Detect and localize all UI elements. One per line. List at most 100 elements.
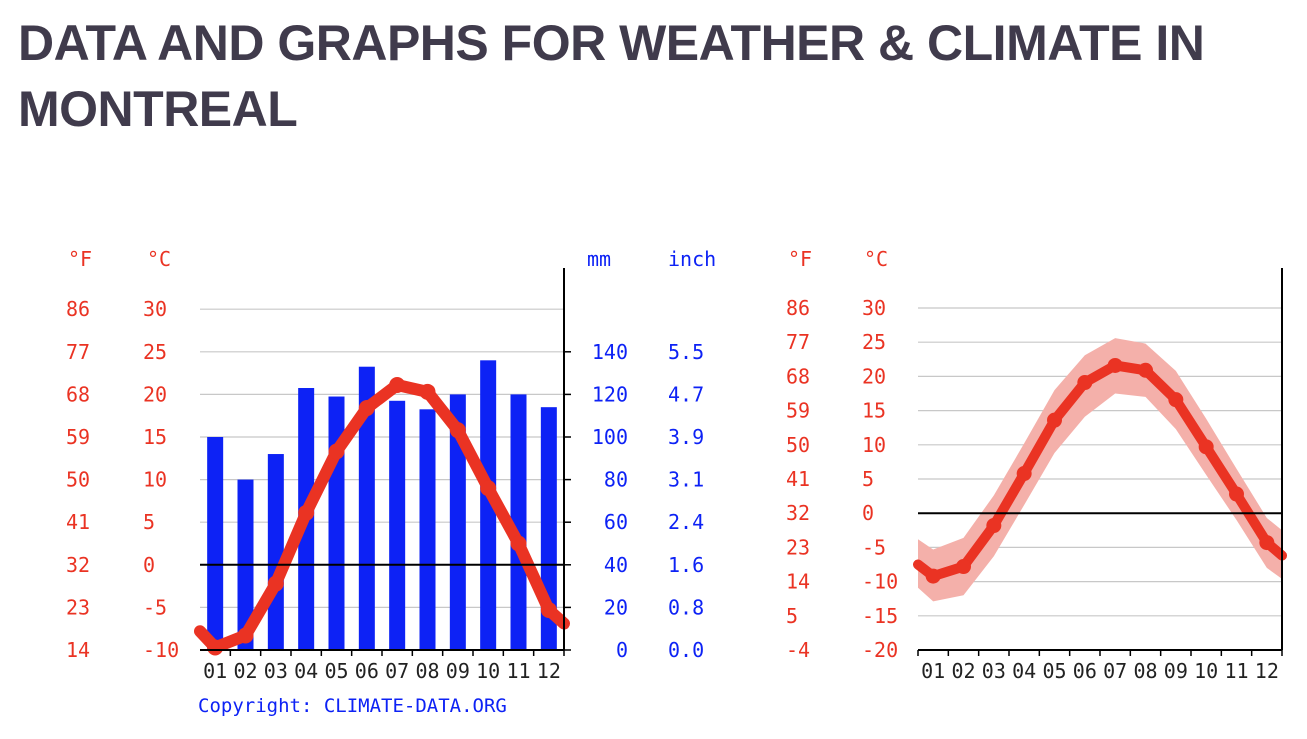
temperature-point: [267, 575, 284, 592]
y-tick-label-inch: 3.1: [668, 468, 704, 492]
temperature-point: [298, 504, 315, 521]
unit-label-celsius: °C: [147, 247, 171, 271]
y-tick-label-c: 20: [862, 364, 886, 388]
x-tick-label: 01: [203, 659, 227, 683]
y-tick-label-c: 5: [143, 510, 155, 534]
y-tick-label-mm: 0: [616, 638, 628, 662]
x-tick-label: 12: [1255, 659, 1279, 683]
y-tick-label-c: 25: [862, 330, 886, 354]
y-tick-label-f: 68: [66, 382, 90, 406]
y-tick-label-c: 30: [862, 296, 886, 320]
temperature-point: [540, 601, 557, 618]
y-tick-label-c: 10: [862, 433, 886, 457]
y-tick-label-f: 32: [786, 501, 810, 525]
y-tick-label-c: 25: [143, 340, 167, 364]
precipitation-bar: [419, 409, 436, 650]
y-tick-label-inch: 0.8: [668, 595, 704, 619]
y-tick-label-inch: 1.6: [668, 553, 704, 577]
precipitation-bar: [267, 454, 284, 650]
y-tick-label-f: 23: [66, 595, 90, 619]
y-tick-label-c: 30: [143, 297, 167, 321]
x-tick-label: 03: [982, 659, 1006, 683]
unit-label-celsius: °C: [864, 247, 888, 271]
unit-label-fahrenheit: °F: [68, 247, 92, 271]
unit-label-inch: inch: [668, 247, 716, 271]
temperature-point: [480, 480, 497, 497]
y-tick-label-f: 50: [66, 468, 90, 492]
temperature-point: [925, 568, 941, 584]
precipitation-bar: [207, 437, 224, 650]
temperature-point: [986, 518, 1002, 534]
y-tick-label-inch: 2.4: [668, 510, 704, 534]
y-tick-label-inch: 0.0: [668, 638, 704, 662]
y-tick-label-f: -4: [786, 638, 810, 662]
y-tick-label-c: 20: [143, 382, 167, 406]
temperature-point: [1047, 412, 1062, 428]
precipitation-bar: [389, 400, 406, 650]
page-title: DATA AND GRAPHS FOR WEATHER & CLIMATE IN…: [18, 15, 1205, 137]
y-tick-label-f: 77: [66, 340, 90, 364]
y-tick-label-f: 14: [786, 570, 810, 594]
y-tick-label-f: 77: [786, 330, 810, 354]
x-tick-label: 11: [1224, 659, 1248, 683]
temperature-point: [1107, 357, 1123, 373]
temperature-range-band: [918, 338, 1282, 602]
y-tick-label-mm: 100: [592, 425, 628, 449]
x-tick-label: 10: [1194, 659, 1218, 683]
x-tick-label: 08: [1133, 659, 1157, 683]
y-tick-label-f: 86: [66, 297, 90, 321]
y-tick-label-f: 59: [786, 399, 810, 423]
unit-label-mm: mm: [587, 247, 611, 271]
x-tick-label: 05: [1042, 659, 1066, 683]
x-tick-label: 06: [355, 659, 379, 683]
temperature-line: [194, 379, 570, 654]
y-tick-label-c: -20: [862, 638, 898, 662]
y-tick-label-f: 41: [66, 510, 90, 534]
y-tick-label-mm: 140: [592, 340, 628, 364]
y-tick-label-inch: 3.9: [668, 425, 704, 449]
y-tick-label-c: -15: [862, 604, 898, 628]
x-tick-label: 08: [415, 659, 439, 683]
temperature-chart: °F °C -45142332415059687786-20-15-10-505…: [786, 247, 1287, 683]
y-tick-label-f: 59: [66, 425, 90, 449]
y-tick-label-mm: 20: [604, 595, 628, 619]
y-tick-label-f: 41: [786, 467, 810, 491]
y-tick-label-c: 0: [862, 501, 874, 525]
temperature-point: [237, 627, 254, 644]
x-tick-label: 04: [294, 659, 318, 683]
y-tick-label-f: 86: [786, 296, 810, 320]
precipitation-bar: [480, 360, 497, 650]
y-tick-label-mm: 80: [604, 468, 628, 492]
x-tick-label: 11: [506, 659, 530, 683]
temperature-point: [328, 443, 345, 460]
x-tick-label: 10: [476, 659, 500, 683]
x-tick-label: 07: [1103, 659, 1127, 683]
y-tick-label-f: 50: [786, 433, 810, 457]
copyright-text: Copyright: CLIMATE-DATA.ORG: [198, 695, 507, 717]
temperature-point: [1198, 439, 1214, 455]
x-tick-label: 09: [1164, 659, 1188, 683]
precipitation-bar: [449, 394, 466, 650]
y-tick-label-c: 10: [143, 468, 167, 492]
x-tick-label: 01: [921, 659, 945, 683]
y-tick-label-inch: 4.7: [668, 382, 704, 406]
y-tick-label-inch: 5.5: [668, 340, 704, 364]
y-tick-label-f: 32: [66, 553, 90, 577]
temperature-line: [913, 360, 1287, 582]
unit-label-fahrenheit: °F: [788, 247, 812, 271]
temperature-point: [389, 377, 406, 394]
y-tick-label-c: 15: [862, 399, 886, 423]
x-tick-label: 07: [385, 659, 409, 683]
temperature-point: [1016, 466, 1032, 482]
x-tick-label: 02: [951, 659, 975, 683]
y-tick-label-c: 5: [862, 467, 874, 491]
precipitation-bar: [510, 394, 527, 650]
y-tick-label-mm: 60: [604, 510, 628, 534]
y-tick-label-c: -5: [143, 595, 167, 619]
y-tick-label-c: -10: [143, 638, 179, 662]
x-tick-label: 06: [1073, 659, 1097, 683]
temperature-point: [510, 535, 527, 552]
temperature-point: [1229, 486, 1244, 502]
y-tick-label-c: 0: [143, 553, 155, 577]
